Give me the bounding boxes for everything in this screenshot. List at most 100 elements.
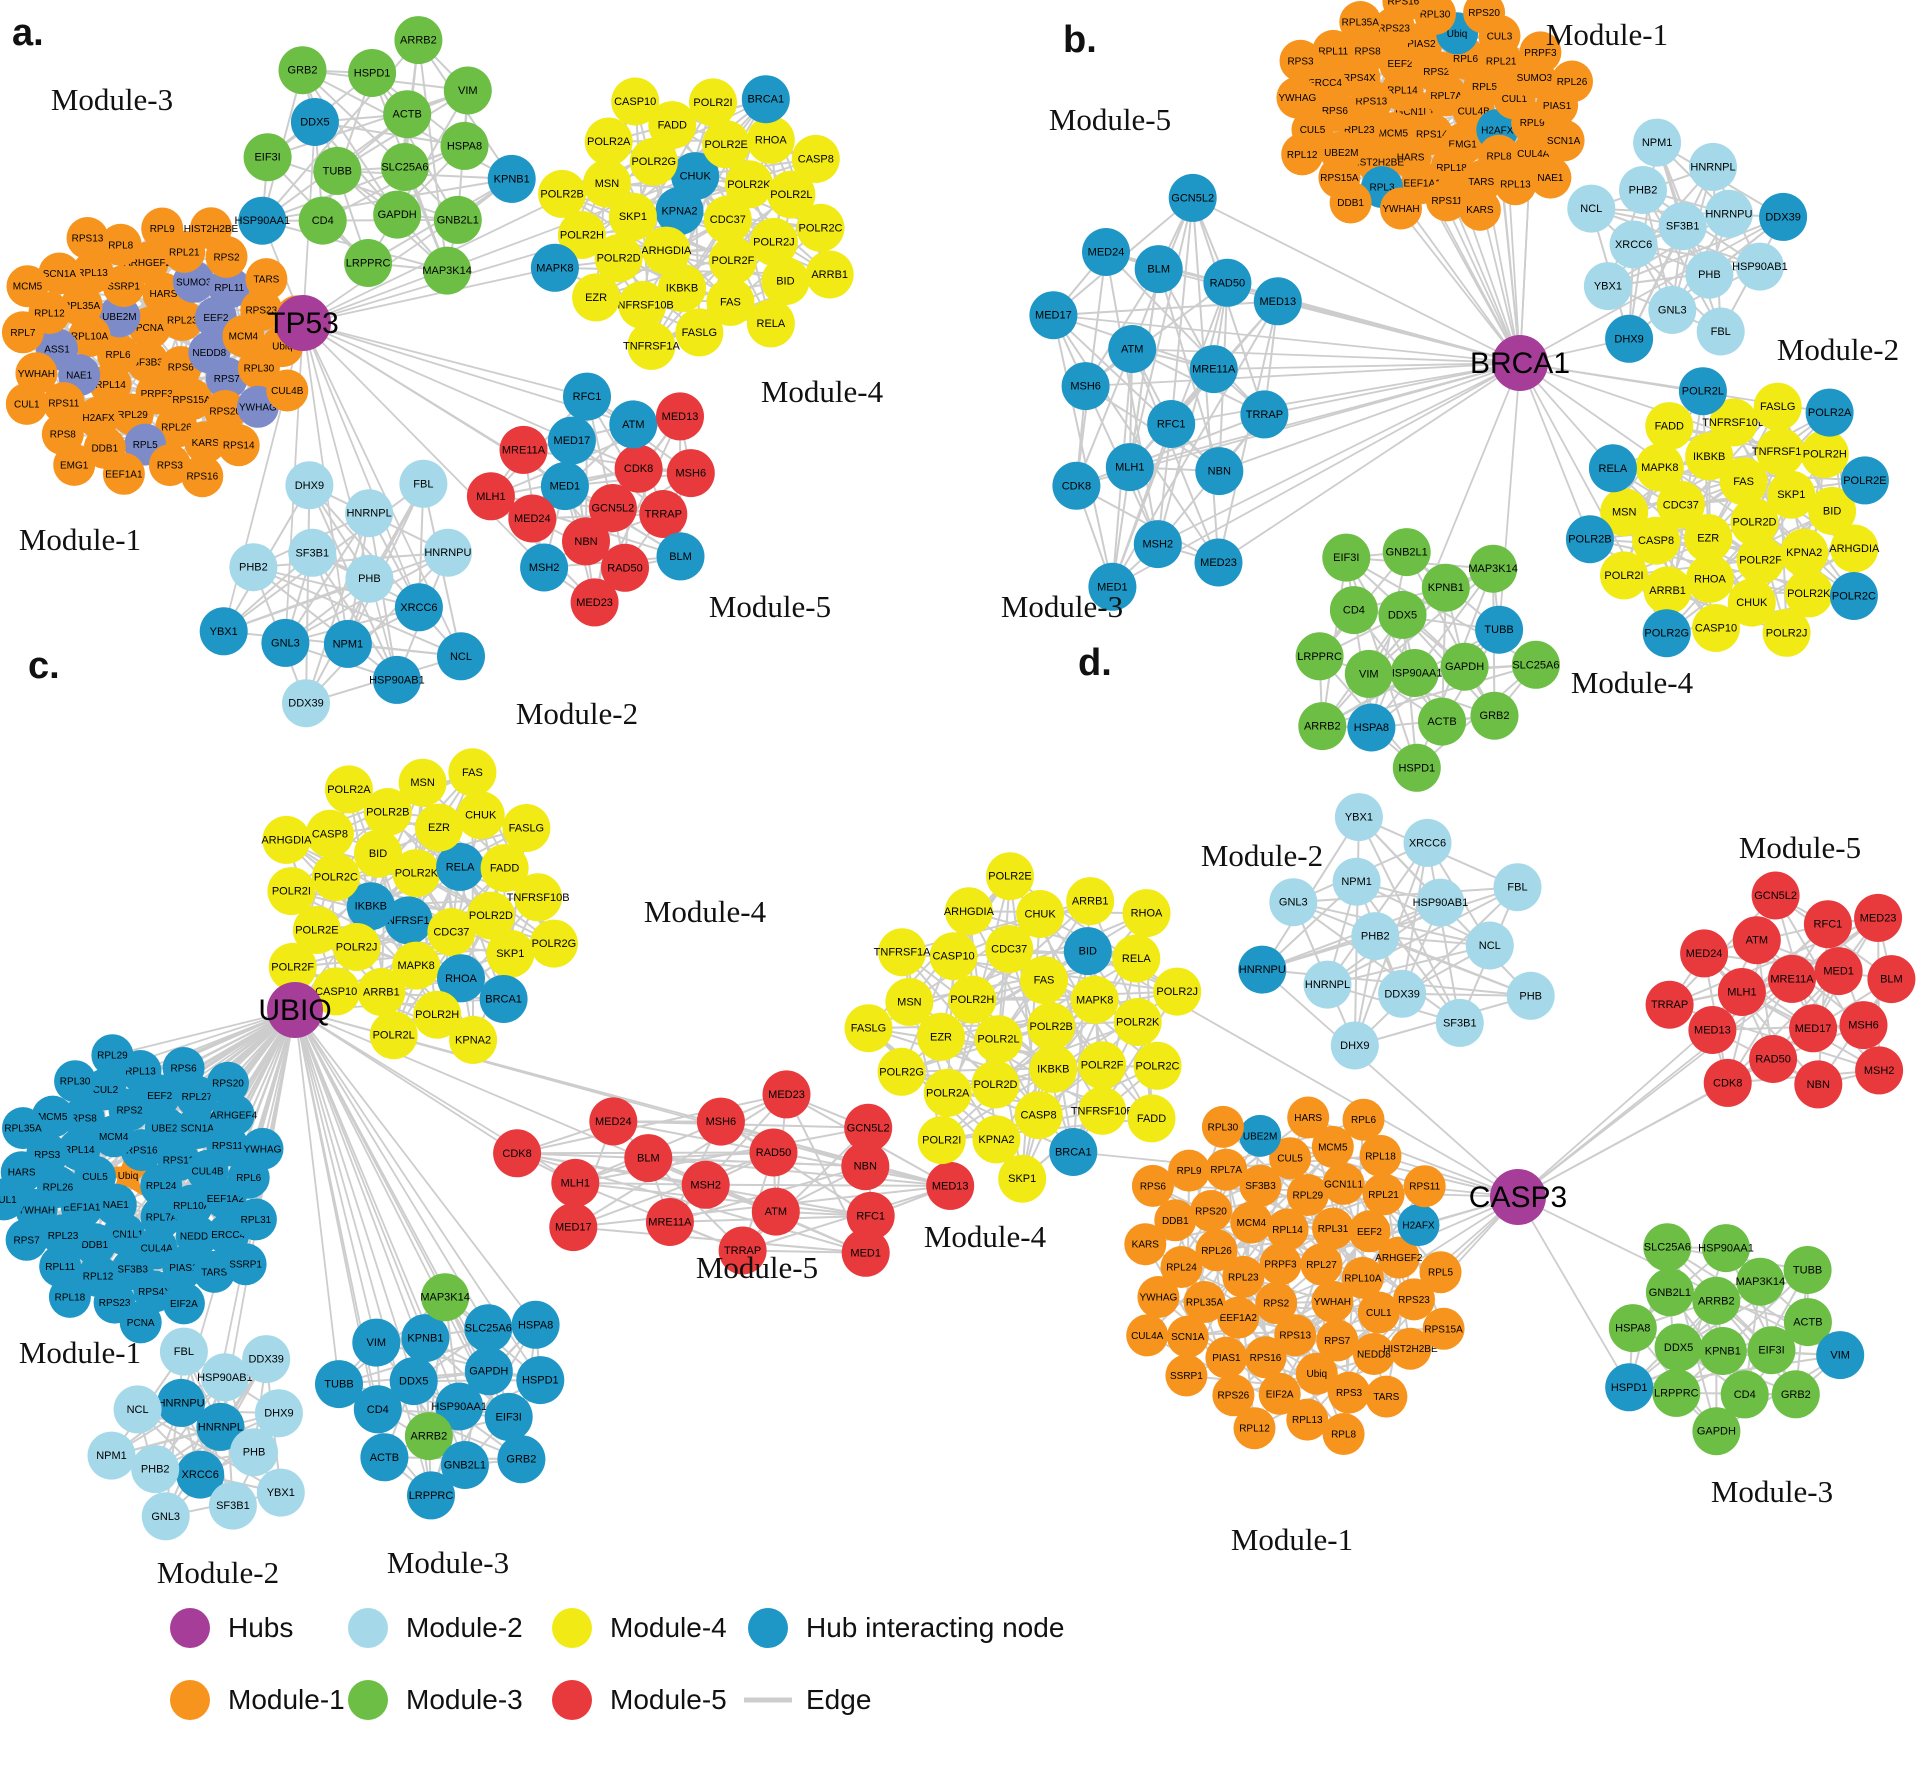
node-label: RPL5 xyxy=(133,440,158,451)
node-circle xyxy=(407,1471,455,1520)
node-GAPDH: GAPDH xyxy=(1692,1407,1741,1456)
node-CUL4B: CUL4B xyxy=(266,369,309,412)
node-label: HIST2H2BE xyxy=(1383,1344,1438,1355)
node-label: RPL30 xyxy=(1208,1122,1239,1133)
node-circle xyxy=(290,98,339,146)
node-ARHGDIA: ARHGDIA xyxy=(261,815,312,864)
node-CASP8: CASP8 xyxy=(791,134,840,183)
node-circle xyxy=(480,844,529,893)
node-circle xyxy=(1652,1368,1701,1417)
node-label: RPL30 xyxy=(1420,9,1451,20)
node-label: EIF2A xyxy=(1266,1389,1294,1400)
node-GCN5L2: GCN5L2 xyxy=(1168,173,1217,222)
node-MRE11A: MRE11A xyxy=(499,425,548,474)
node-label: MRE11A xyxy=(648,1217,692,1229)
node-circle xyxy=(1239,1164,1282,1207)
node-circle xyxy=(346,882,395,931)
node-label: ATM xyxy=(1746,935,1768,947)
node-label: CUL1 xyxy=(14,399,40,410)
node-label: SLC25A6 xyxy=(1512,659,1559,671)
node-label: GCN5L2 xyxy=(847,1122,890,1134)
node-BLM: BLM xyxy=(656,532,705,581)
node-label: RPS4X xyxy=(138,1287,171,1298)
node-circle xyxy=(1717,968,1766,1016)
node-circle xyxy=(449,1015,498,1064)
node-label: NBN xyxy=(1208,466,1231,478)
node-RPS3: RPS3 xyxy=(148,444,191,487)
node-label: MED23 xyxy=(1860,912,1897,924)
node-KPNA2: KPNA2 xyxy=(1780,528,1829,577)
node-circle xyxy=(1542,119,1585,162)
node-label: Ubiq xyxy=(1447,29,1468,40)
node-FAS: FAS xyxy=(1020,956,1068,1005)
node-label: RPL7A xyxy=(1210,1165,1242,1176)
node-label: CHUK xyxy=(1025,909,1057,921)
node-label: RPL9 xyxy=(1520,118,1545,129)
node-label: CASP8 xyxy=(798,153,834,165)
edge xyxy=(294,1009,415,1382)
node-label: HSP90AB1 xyxy=(1732,261,1788,273)
node-POLR2J: POLR2J xyxy=(1762,608,1811,657)
node-RPL35A: RPL35A xyxy=(2,1107,44,1150)
node-circle xyxy=(278,46,327,95)
node-FBL: FBL xyxy=(1493,863,1542,912)
node-RPL31: RPL31 xyxy=(1312,1207,1354,1250)
node-label: KARS xyxy=(1132,1240,1160,1251)
node-circle xyxy=(1685,250,1734,299)
node-label: PRPF3 xyxy=(141,389,174,400)
node-label: EIF3I xyxy=(496,1411,522,1423)
node-label: RPL10A xyxy=(71,332,109,343)
node-RPL30: RPL30 xyxy=(1201,1105,1244,1148)
node-label: POLR2G xyxy=(1644,628,1689,640)
node-label: HIST2H2BE xyxy=(1350,157,1405,168)
node-circle xyxy=(1475,605,1524,654)
node-circle xyxy=(345,489,394,538)
node-RPL6: RPL6 xyxy=(1342,1098,1385,1141)
node-circle xyxy=(1255,1282,1298,1324)
node-BID: BID xyxy=(761,257,810,306)
node-label: POLR2C xyxy=(798,222,842,234)
node-RPS7: RPS7 xyxy=(5,1218,48,1261)
node-label: TUBB xyxy=(323,165,352,177)
node-label: NCL xyxy=(1580,203,1602,215)
node-label: HNRNPL xyxy=(1305,979,1350,991)
node-label: NCL xyxy=(127,1404,149,1416)
node-HSP90AA1: HSP90AA1 xyxy=(1698,1224,1754,1273)
node-MED13: MED13 xyxy=(926,1161,975,1210)
node-label: DDB1 xyxy=(1162,1216,1189,1227)
node-TUBB: TUBB xyxy=(1475,605,1524,654)
node-CASP10: CASP10 xyxy=(611,77,660,126)
node-label: TNFRSF1A xyxy=(1752,446,1810,458)
edge xyxy=(1171,362,1521,425)
node-label: TNFRSF10B xyxy=(507,892,570,904)
edge xyxy=(573,1226,866,1254)
node-circle xyxy=(1311,1125,1354,1168)
node-HSPD1: HSPD1 xyxy=(348,49,397,97)
node-H2AFX: H2AFX xyxy=(1397,1204,1440,1247)
node-label: MSH6 xyxy=(676,468,707,480)
node-label: RPL6 xyxy=(105,350,130,361)
node-circle xyxy=(190,207,232,250)
node-label: PCNA xyxy=(136,323,164,334)
edge xyxy=(1052,314,1220,564)
node-FBL: FBL xyxy=(159,1327,208,1376)
node-label: GAPDH xyxy=(1445,661,1484,673)
node-TNFRSF1A: TNFRSF1A xyxy=(380,896,438,945)
node-KPNB1: KPNB1 xyxy=(487,154,536,203)
hub-BRCA1: BRCA1 xyxy=(1470,335,1570,391)
node-label: RPS2 xyxy=(116,1105,143,1116)
node-circle xyxy=(437,954,485,1003)
node-circle xyxy=(433,195,482,244)
node-circle xyxy=(584,117,633,166)
node-LRPPRC: LRPPRC xyxy=(407,1471,455,1520)
node-circle xyxy=(1269,878,1318,927)
node-UBE2M: UBE2M xyxy=(1239,1114,1282,1157)
node-FASLG: FASLG xyxy=(502,804,551,852)
node-SKP1: SKP1 xyxy=(998,1154,1047,1203)
node-label: GCN5L2 xyxy=(1754,890,1797,902)
node-label: HNRNPU xyxy=(158,1397,205,1409)
node-circle xyxy=(642,226,691,275)
node-label: SLC25A6 xyxy=(1644,1242,1691,1254)
node-circle xyxy=(282,679,330,728)
